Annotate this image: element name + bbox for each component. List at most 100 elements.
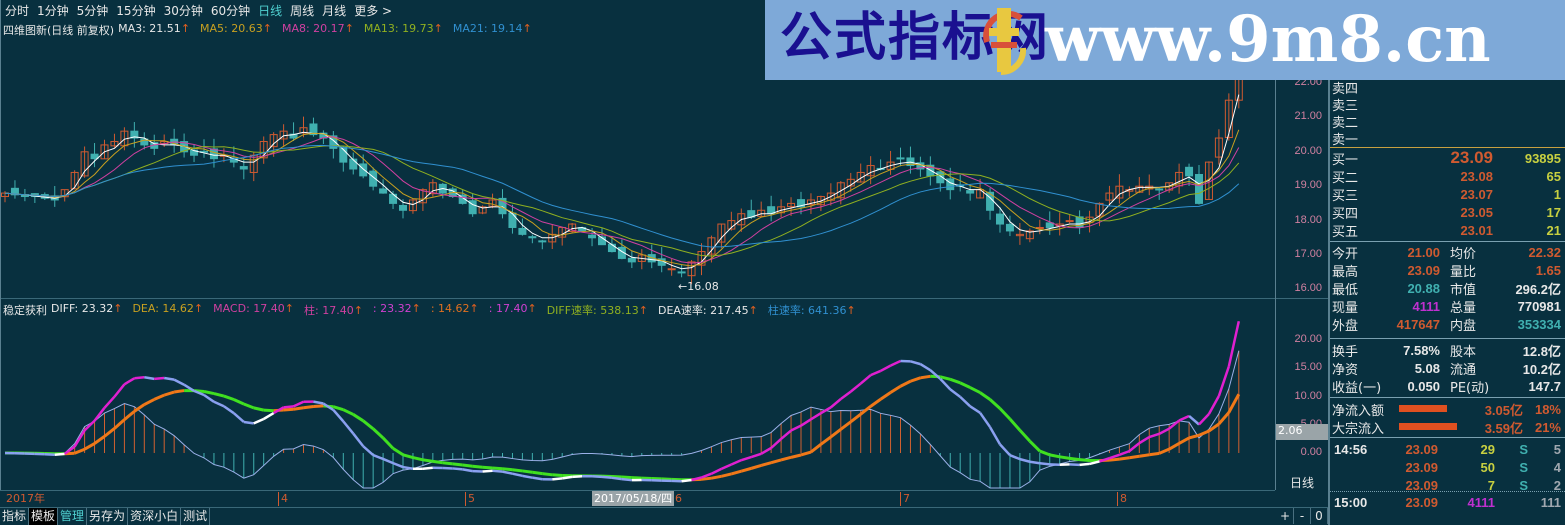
period-9[interactable]: 更多 > [354,3,393,18]
diff-segment [293,400,305,408]
value: 20.88 [1407,280,1440,296]
period-7[interactable]: 周线 [290,3,315,18]
period-4[interactable]: 30分钟 [163,3,203,18]
candle [170,128,179,153]
candle [926,156,935,186]
period-1[interactable]: 1分钟 [37,3,69,18]
bid-row: 买三 23.07 1 [1332,185,1563,204]
candle [1214,129,1223,165]
up-arrow-icon: ↑ [433,22,443,35]
up-arrow-icon: ↑ [522,22,532,35]
period-6[interactable]: 日线 [258,3,283,18]
dea-segment [770,458,782,465]
diff-segment [701,472,712,479]
flow-bar [1399,423,1457,430]
dea-segment [969,386,981,394]
value: 10.2亿 [1522,361,1561,377]
dea-segment [701,476,712,481]
dea-segment [1059,455,1070,460]
legend-value: DEA: 14.62 [132,302,194,315]
diff-segment [243,420,254,425]
dea-segment [920,374,931,380]
diff-segment [601,475,613,480]
indicator-tabs: 指标 模板 管理 另存为 资深小白 测试 + -0 [0,507,1328,525]
price-tick: 17.00 [1294,248,1322,260]
macd-chart[interactable] [0,318,1275,490]
indicator-name: 四维图新(日线 前复权) [3,24,115,37]
bid-label: 买二 [1332,170,1359,186]
dea-segment [213,392,225,398]
flow-amount: 3.59亿 [1484,420,1523,436]
diff-segment [452,467,463,471]
tab-5[interactable]: 测试 [181,508,211,525]
dea-segment [253,406,265,412]
legend-item: MA13: 19.73↑ [364,22,443,38]
diff-segment [332,409,345,423]
period-8[interactable]: 月线 [322,3,347,18]
dea-segment [233,398,245,406]
candle [349,152,358,175]
flow-row: 大宗流入 3.59亿 21% [1332,418,1563,437]
period-3[interactable]: 15分钟 [116,3,156,18]
legend-value: 柱速率: 641.36 [767,304,847,317]
diff-segment [840,390,852,401]
up-arrow-icon: ↑ [638,304,648,317]
legend-item: : 17.40↑ [489,302,537,318]
tab-0[interactable]: 指标 [0,508,30,525]
candle [339,146,348,172]
dea-segment [721,472,732,478]
dea-segment [1168,442,1180,451]
candle [627,250,636,269]
dea-segment [1227,393,1241,414]
period-2[interactable]: 5分钟 [76,3,109,18]
stat-label: 净资 [1332,362,1359,378]
candle [1075,210,1084,235]
month-label: 7 [900,492,910,506]
stat-label: 量比 [1450,264,1477,280]
up-arrow-icon: ↑ [469,302,479,315]
bid-label: 买五 [1332,224,1359,240]
candle [369,167,378,191]
zoom-controls: + -0 [1277,508,1328,524]
diff-segment [730,459,742,466]
price-chart[interactable]: ←16.08 [0,38,1275,298]
bid-row: 买四 23.05 17 [1332,203,1563,222]
candle [329,131,338,159]
value: 4111 [1412,298,1441,314]
tick-row: 14:56 23.09 29 S 5 [1332,440,1563,458]
period-0[interactable]: 分时 [5,3,30,18]
tab-1[interactable]: 模板 [29,508,59,525]
dea-segment [1129,454,1140,460]
value: 353334 [1517,316,1561,332]
dea-segment [412,456,424,462]
diff-segment [552,477,563,481]
zoom-button[interactable]: + [1277,508,1294,524]
legend-item: MA5: 20.63↑ [200,22,272,38]
candle [90,143,99,168]
diff-segment [352,432,365,448]
tab-2[interactable]: 管理 [58,508,88,525]
low-annotation: ←16.08 [678,280,719,293]
price-tick: 20.00 [1294,144,1322,157]
legend-value: MA3: 21.51 [118,22,181,35]
zoom-button[interactable]: 0 [1311,508,1328,524]
diff-segment [382,457,394,465]
candle [80,146,89,178]
dea-segment [760,461,772,467]
zoom-button[interactable]: - [1294,508,1311,524]
diff-segment [283,405,294,409]
diff-segment [1099,456,1110,463]
period-5[interactable]: 60分钟 [210,3,251,18]
flow-label: 大宗流入 [1332,421,1385,437]
divider [1330,241,1565,242]
month-label: 5 [465,492,475,506]
stat-row: 最高 23.09 量比 1.65 [1332,261,1563,280]
dea-segment [512,468,523,473]
diff-segment [720,463,732,471]
axis-divider [1276,298,1328,299]
tab-3[interactable]: 另存为 [87,508,129,525]
bid-label: 买一 [1332,152,1359,168]
candle [956,174,965,192]
candle [767,195,776,222]
tab-4[interactable]: 资深小白 [128,508,182,525]
